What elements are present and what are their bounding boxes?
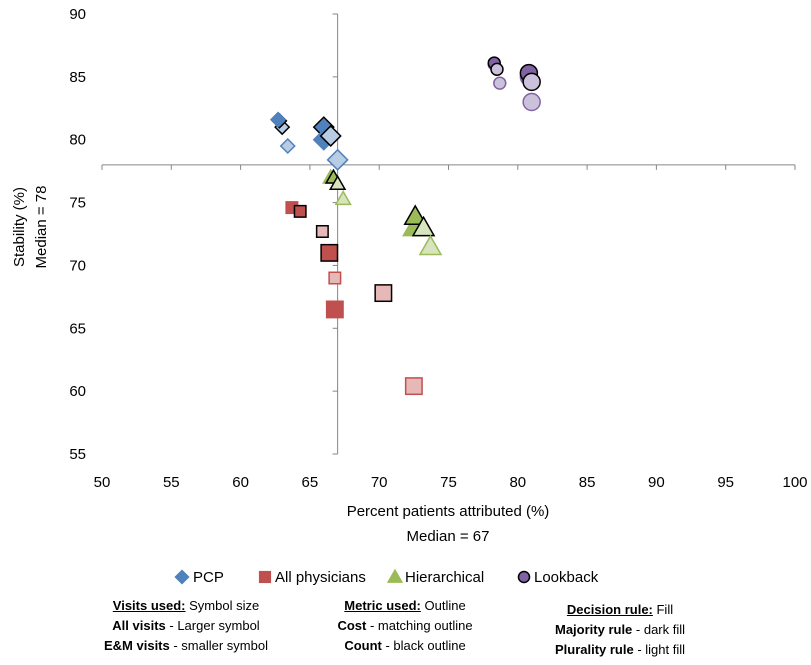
y-tick-label: 70 xyxy=(69,257,86,274)
series-lookback xyxy=(487,56,541,112)
y-tick-label: 80 xyxy=(69,132,86,149)
note-visits-title: Visits used: xyxy=(112,598,186,613)
y-tick-label: 75 xyxy=(69,195,86,212)
note-metric-line1-rest: - matching outline xyxy=(366,618,473,633)
x-tick-label: 75 xyxy=(440,474,457,491)
x-axis-median-label: Median = 67 xyxy=(407,528,490,545)
x-tick-label: 90 xyxy=(648,474,665,491)
data-point xyxy=(374,284,393,303)
legend-label: All physicians xyxy=(275,569,366,586)
y-axis-label: Stability (%) xyxy=(11,187,28,267)
y-tick-label: 85 xyxy=(69,69,86,86)
note-visits-line1-bold: All visits xyxy=(112,618,166,633)
data-point xyxy=(319,124,342,148)
data-point xyxy=(269,111,287,128)
y-tick-label: 55 xyxy=(69,446,86,463)
data-point xyxy=(493,76,507,90)
legend-marker-square xyxy=(258,570,272,584)
note-decision-line2-bold: Plurality rule xyxy=(554,642,634,657)
x-tick-label: 95 xyxy=(717,474,734,491)
data-point xyxy=(403,204,428,226)
axes: 50 55 60 65 70 75 80 85 90 95 100 55 60 65 70 75 80 85 90 xyxy=(69,6,807,491)
data-point xyxy=(418,234,443,256)
y-tick-label: 60 xyxy=(69,383,86,400)
legend-marker-diamond xyxy=(174,569,190,585)
data-point xyxy=(326,148,349,171)
data-point xyxy=(315,224,329,238)
legend: PCP All physicians Hierarchical Lookback xyxy=(174,568,599,586)
data-point xyxy=(404,377,423,396)
x-tick-label: 100 xyxy=(782,474,807,491)
data-point xyxy=(522,72,541,92)
data-point xyxy=(334,189,352,206)
note-metric-title-rest: Outline xyxy=(420,598,466,613)
data-point xyxy=(328,174,347,190)
y-tick-label: 65 xyxy=(69,320,86,337)
note-decision-line1-bold: Majority rule xyxy=(554,622,633,637)
series-hierarchical xyxy=(322,168,443,256)
legend-label: PCP xyxy=(193,569,224,586)
data-point xyxy=(325,300,344,319)
note-decision-title-rest: Fill xyxy=(652,602,674,617)
note-visits-line1-rest: - Larger symbol xyxy=(165,618,260,633)
note-visits: Visits used: Symbol size All visits - La… xyxy=(60,596,312,656)
note-decision-line2-rest: - light fill xyxy=(633,642,686,657)
x-tick-label: 55 xyxy=(163,474,180,491)
series-all-physicians xyxy=(285,201,423,396)
y-axis-median-label: Median = 78 xyxy=(33,186,50,269)
x-tick-label: 60 xyxy=(232,474,249,491)
note-visits-title-rest: Symbol size xyxy=(185,598,260,613)
axis-labels: Percent patients attributed (%) Median =… xyxy=(11,186,549,545)
y-tick-label: 90 xyxy=(69,6,86,23)
legend-label: Lookback xyxy=(534,569,599,586)
data-point xyxy=(522,92,541,112)
data-point xyxy=(293,204,307,218)
series-pcp xyxy=(269,111,349,171)
note-visits-line2-rest: - smaller symbol xyxy=(169,638,268,653)
note-visits-line2-bold: E&M visits xyxy=(104,638,170,653)
data-point xyxy=(320,243,339,262)
data-point xyxy=(328,271,342,285)
x-tick-label: 80 xyxy=(509,474,526,491)
data-point xyxy=(490,62,504,77)
x-tick-label: 50 xyxy=(94,474,111,491)
note-decision-line1-rest: - dark fill xyxy=(632,622,686,637)
x-axis-label: Percent patients attributed (%) xyxy=(347,503,550,520)
x-tick-label: 85 xyxy=(579,474,596,491)
note-metric: Metric used: Outline Cost - matching out… xyxy=(310,596,500,656)
note-decision: Decision rule: Fill Majority rule - dark… xyxy=(520,600,720,660)
note-metric-title: Metric used: xyxy=(344,598,421,613)
note-metric-line2-rest: - black outline xyxy=(381,638,466,653)
x-tick-label: 70 xyxy=(371,474,388,491)
legend-marker-circle xyxy=(517,570,531,584)
note-decision-title: Decision rule: xyxy=(566,602,653,617)
x-tick-label: 65 xyxy=(302,474,319,491)
data-point xyxy=(279,137,296,155)
note-metric-line1-bold: Cost xyxy=(337,618,367,633)
data-points xyxy=(269,56,541,396)
legend-marker-triangle xyxy=(386,568,404,583)
legend-label: Hierarchical xyxy=(405,569,484,586)
data-point xyxy=(411,215,436,237)
note-metric-line2-bold: Count xyxy=(344,638,382,653)
